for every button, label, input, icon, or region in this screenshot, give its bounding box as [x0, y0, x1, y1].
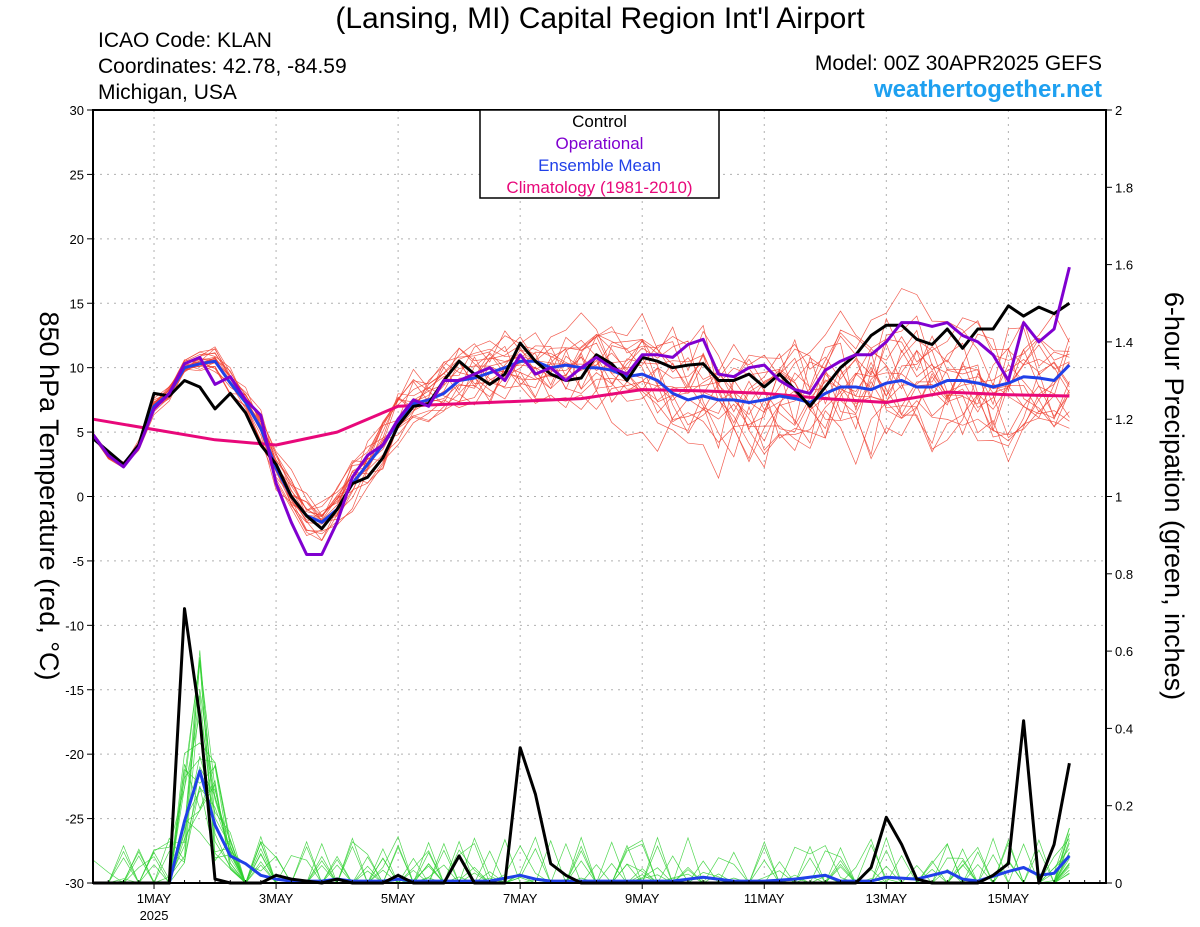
tick-label-right: 1.6: [1115, 258, 1133, 273]
precipitation-member-line: [93, 756, 1070, 885]
tick-label-right: 0.4: [1115, 721, 1133, 736]
legend-entry: Control: [572, 112, 627, 131]
icao-code: ICAO Code: KLAN: [98, 29, 272, 52]
tick-label-right: 0: [1115, 876, 1122, 891]
temperature-member-line: [92, 333, 1070, 542]
tick-label-left: 30: [70, 103, 84, 118]
tick-label-right: 1.2: [1115, 412, 1133, 427]
main-series: [91, 266, 1071, 885]
tick-label-x: 1MAY: [137, 891, 172, 906]
precipitation-member-line: [93, 715, 1070, 884]
temperature-member-line: [92, 320, 1070, 521]
precipitation-member-line: [93, 661, 1070, 884]
temperature-member-line: [92, 313, 1070, 511]
tick-label-left: -20: [65, 747, 84, 762]
precipitation-member-line: [93, 660, 1070, 884]
tick-label-x: 3MAY: [259, 891, 294, 906]
model-run: Model: 00Z 30APR2025 GEFS: [814, 52, 1102, 75]
tick-label-x: 7MAY: [503, 891, 538, 906]
tick-label-left: -30: [65, 876, 84, 891]
legend-entry: Climatology (1981-2010): [506, 178, 692, 197]
operational-temperature-line: [91, 266, 1071, 556]
precipitation-member-line: [93, 689, 1070, 884]
axes: -30-25-20-15-10-505101520253000.20.40.60…: [65, 103, 1133, 923]
control-precipitation-line: [93, 607, 1071, 885]
tick-label-x-year: 2025: [140, 908, 169, 923]
tick-label-left: -15: [65, 683, 84, 698]
precipitation-member-line: [93, 695, 1070, 884]
tick-label-x: 13MAY: [865, 891, 907, 906]
ensemble-members-temperature: [92, 288, 1070, 542]
site-watermark[interactable]: weathertogether.net: [873, 76, 1102, 103]
tick-label-right: 1: [1115, 490, 1122, 505]
tick-label-x: 5MAY: [381, 891, 416, 906]
temperature-member-line: [92, 332, 1070, 522]
tick-label-left: -10: [65, 618, 84, 633]
temperature-member-line: [92, 310, 1070, 525]
ensemble-members-precipitation: [92, 650, 1070, 885]
precipitation-member-line: [93, 660, 1070, 884]
tick-label-left: 0: [77, 490, 84, 505]
tick-label-left: 15: [70, 296, 84, 311]
chart-title: (Lansing, MI) Capital Region Int'l Airpo…: [335, 2, 865, 35]
tick-label-right: 1.4: [1115, 335, 1133, 350]
region: Michigan, USA: [98, 81, 237, 104]
temperature-member-line: [92, 326, 1070, 522]
legend-entry: Ensemble Mean: [538, 156, 661, 175]
legend-entry: Operational: [556, 134, 644, 153]
tick-label-x: 11MAY: [744, 891, 785, 906]
y-axis-label-right: 6-hour Precipation (green, inches): [1159, 292, 1189, 700]
tick-label-x: 9MAY: [625, 891, 660, 906]
precipitation-member-line: [93, 650, 1070, 885]
tick-label-left: 20: [70, 232, 84, 247]
tick-label-left: 25: [70, 167, 84, 182]
legend: Control Operational Ensemble Mean Climatolo…: [479, 109, 720, 199]
ensemble-mean-precipitation-line: [93, 769, 1071, 885]
tick-label-right: 0.2: [1115, 799, 1133, 814]
legend-box: [479, 109, 720, 199]
temperature-member-line: [92, 317, 1070, 523]
tick-label-left: 5: [77, 425, 84, 440]
tick-label-left: -25: [65, 812, 84, 827]
tick-label-right: 0.8: [1115, 567, 1133, 582]
tick-label-x: 15MAY: [988, 891, 1030, 906]
tick-label-left: 10: [70, 361, 84, 376]
control-temperature-line: [92, 302, 1071, 531]
tick-label-right: 2: [1115, 103, 1122, 118]
temperature-member-line: [92, 288, 1070, 520]
tick-label-right: 0.6: [1115, 644, 1133, 659]
climatology-1981-2010-temperature-line: [92, 388, 1070, 447]
coordinates: Coordinates: 42.78, -84.59: [98, 55, 347, 78]
tick-label-right: 1.8: [1115, 180, 1133, 195]
y-axis-label-left: 850 hPa Temperature (red, °C): [34, 312, 64, 681]
tick-label-left: -5: [72, 554, 84, 569]
grid: [93, 110, 1106, 883]
precipitation-member-line: [93, 657, 1070, 885]
